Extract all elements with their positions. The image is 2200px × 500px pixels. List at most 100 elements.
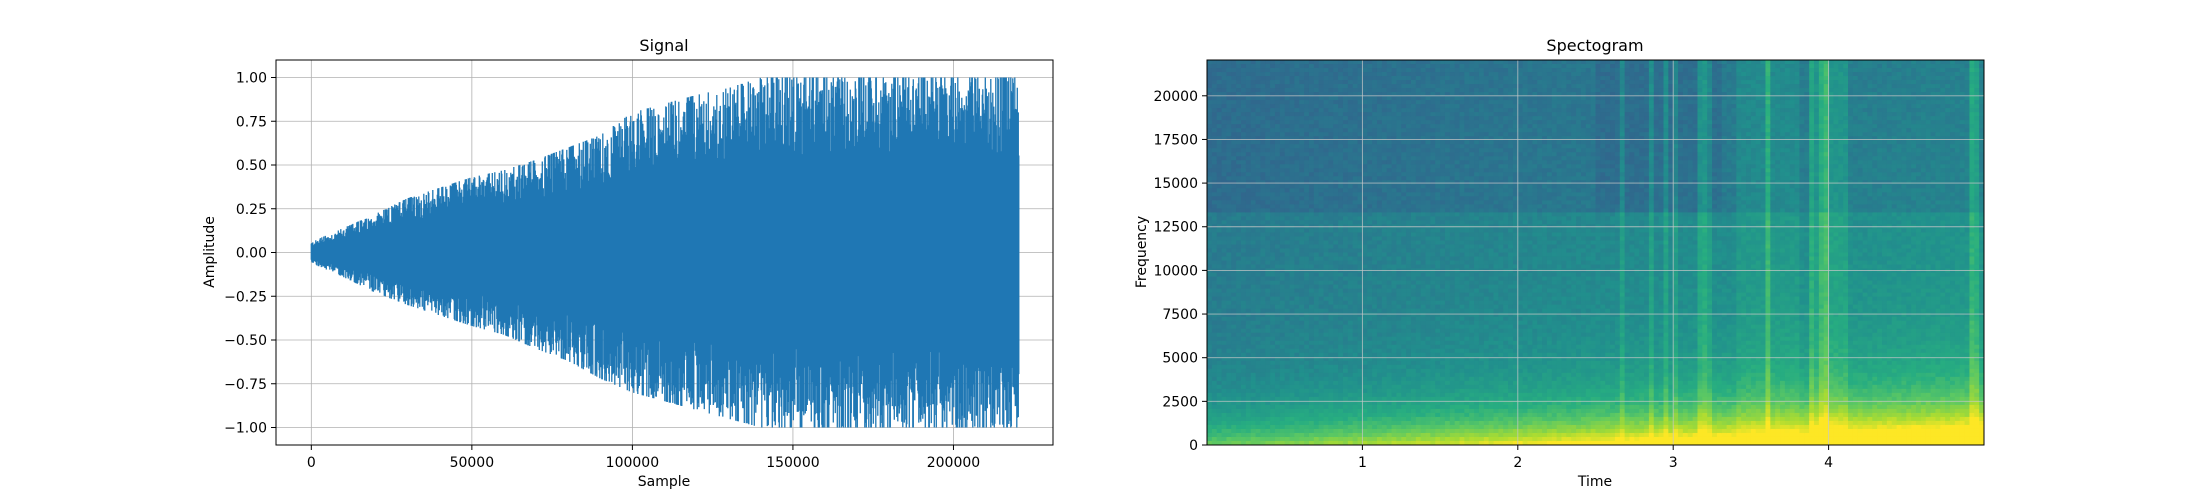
spectrogram-cell [1333,304,1339,310]
spectrogram-cell [1279,432,1286,438]
spectrogram-cell [1240,92,1247,97]
spectrogram-cell [1444,316,1451,322]
spectrogram-cell [1425,68,1431,73]
spectrogram-cell [1362,88,1368,93]
spectrogram-cell [1342,356,1349,362]
spectrogram-cell [1318,176,1325,181]
spectrogram-cell [1236,100,1242,105]
spectrogram-cell [1294,124,1300,129]
spectrogram-cell [1406,336,1412,342]
spectrogram-cell [1347,300,1354,306]
spectrogram-cell [1328,248,1334,254]
spectrogram-cell [1415,364,1422,370]
spectrogram-cell [1274,108,1281,113]
spectrogram-cell [1367,72,1373,77]
spectrogram-cell [1444,320,1451,326]
spectrogram-cell [1211,280,1218,286]
spectrogram-cell [1430,384,1436,390]
spectrogram-cell [1367,368,1373,374]
spectrogram-cell [1318,88,1325,93]
spectrogram-cell [1226,348,1232,354]
spectrogram-cell [1221,240,1228,246]
spectrogram-cell [1449,220,1456,226]
spectrogram-cell [1338,260,1344,266]
spectrogram-cell [1250,380,1257,386]
spectrogram-cell [1304,160,1310,165]
spectrogram-cell [1255,68,1262,73]
spectrogram-cell [1265,260,1271,266]
spectrogram-cell [1376,92,1383,97]
spectrogram-cell [1357,220,1363,226]
spectrogram-cell [1347,332,1354,338]
spectrogram-cell [1260,392,1266,398]
spectrogram-cell [1367,192,1373,197]
spectrogram-cell [1274,92,1281,97]
spectrogram-cell [1274,376,1281,382]
spectrogram-cell [1415,272,1422,278]
spectrogram-cell [1216,148,1223,153]
spectrogram-cell [1308,432,1315,438]
spectrogram-cell [1255,172,1262,177]
spectrogram-cell [1430,256,1436,262]
spectrogram-cell [1284,212,1291,218]
spectrogram-cell [1386,160,1393,165]
spectrogram-cell [1357,380,1363,386]
spectrogram-cell [1207,152,1213,157]
spectrogram-cell [1270,376,1276,382]
spectrogram-cell [1304,120,1310,125]
spectrogram-cell [1274,320,1281,326]
spectrogram-cell [1279,80,1286,85]
spectrogram-cell [1279,232,1286,238]
spectrogram-cell [1216,396,1223,402]
spectrogram-cell [1338,168,1344,173]
spectrogram-cell [1328,208,1334,213]
spectrogram-cell [1308,256,1315,262]
spectrogram-cell [1328,180,1334,185]
spectrogram-cell [1221,340,1228,346]
spectrogram-cell [1357,180,1363,185]
spectrogram-cell [1454,140,1461,145]
spectrogram-cell [1250,148,1257,153]
spectrogram-cell [1444,252,1451,258]
spectrogram-cell [1420,108,1427,113]
spectrogram-cell [1347,260,1354,266]
spectrogram-cell [1265,248,1271,254]
spectrogram-cell [1240,300,1247,306]
spectrogram-cell [1342,400,1349,406]
spectrogram-cell [1313,68,1320,73]
spectrogram-cell [1245,64,1252,69]
spectrogram-cell [1284,160,1291,165]
spectrogram-cell [1328,172,1334,177]
spectrogram-cell [1391,140,1397,145]
spectrogram-cell [1274,352,1281,358]
spectrogram-cell [1415,204,1422,209]
spectrogram-cell [1211,196,1218,201]
spectrogram-cell [1240,384,1247,390]
spectrogram-cell [1338,280,1344,286]
spectrogram-cell [1274,204,1281,209]
spectrogram-cell [1415,320,1422,326]
spectrogram-cell [1231,320,1237,326]
spectrogram-cell [1284,408,1291,414]
spectrogram-cell [1454,240,1461,246]
spectrogram-cell [1216,140,1223,145]
spectrogram-cell [1226,364,1232,370]
spectrogram-cell [1255,412,1262,418]
spectrogram-cell [1318,388,1325,394]
spectrogram-cell [1211,84,1218,89]
spectrogram-cell [1362,176,1368,181]
spectrogram-cell [1279,352,1286,358]
spectrogram-cell [1289,60,1296,65]
spectrogram-cell [1308,336,1315,342]
spectrogram-cell [1362,440,1368,445]
spectrogram-cell [1454,208,1461,213]
spectrogram-cell [1226,312,1232,318]
spectrogram-cell [1401,76,1407,81]
spectrogram-cell [1406,280,1412,286]
spectrogram-cell [1270,120,1276,125]
spectrogram-cell [1420,160,1427,165]
spectrogram-cell [1425,292,1431,298]
spectrogram-cell [1328,340,1334,346]
spectrogram-cell [1270,232,1276,238]
spectrogram-cell [1444,168,1451,173]
